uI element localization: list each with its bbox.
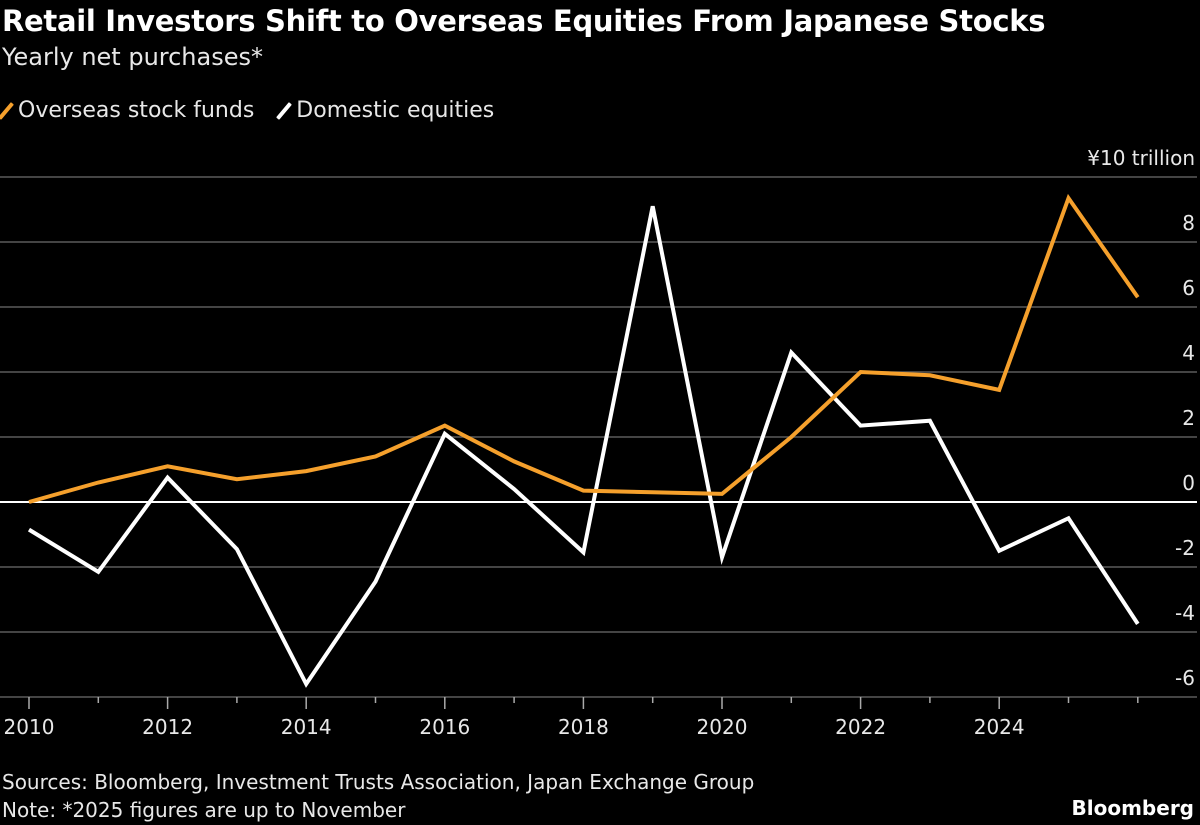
x-tick-label: 2012: [142, 715, 193, 739]
y-tick-label: 6: [1182, 276, 1195, 300]
x-tick-label: 2010: [4, 715, 55, 739]
x-tick-label: 2022: [835, 715, 886, 739]
bloomberg-logo: Bloomberg: [1071, 796, 1194, 820]
legend-label-overseas: Overseas stock funds: [18, 98, 255, 123]
legend-label-domestic: Domestic equities: [296, 98, 495, 123]
chart-subtitle: Yearly net purchases*: [2, 43, 263, 71]
note-text: Note: *2025 figures are up to November: [2, 798, 406, 822]
series-line-domestic-equities: [27, 205, 1140, 688]
legend-item-overseas: Overseas stock funds: [0, 98, 255, 123]
legend: Overseas stock funds Domestic equities: [0, 98, 495, 123]
x-tick-label: 2018: [558, 715, 609, 739]
x-tick-label: 2016: [419, 715, 470, 739]
y-tick-label: -2: [1175, 536, 1195, 560]
y-tick-label: -4: [1175, 601, 1195, 625]
y-tick-label: 0: [1182, 471, 1195, 495]
y-tick-label: -6: [1175, 666, 1195, 690]
x-tick-label: 2014: [281, 715, 332, 739]
chart-title: Retail Investors Shift to Overseas Equit…: [2, 4, 1046, 38]
y-tick-label: 2: [1182, 406, 1195, 430]
y-tick-label: ¥10 trillion: [1087, 146, 1195, 170]
x-tick-label: 2024: [974, 715, 1025, 739]
legend-item-domestic: Domestic equities: [276, 98, 495, 123]
y-tick-label: 4: [1182, 341, 1195, 365]
series-line-overseas-stock-funds: [28, 193, 1140, 504]
y-tick-label: 8: [1182, 211, 1195, 235]
footer: Sources: Bloomberg, Investment Trusts As…: [2, 768, 754, 824]
x-tick-label: 2020: [697, 715, 748, 739]
sources-text: Sources: Bloomberg, Investment Trusts As…: [2, 770, 755, 794]
